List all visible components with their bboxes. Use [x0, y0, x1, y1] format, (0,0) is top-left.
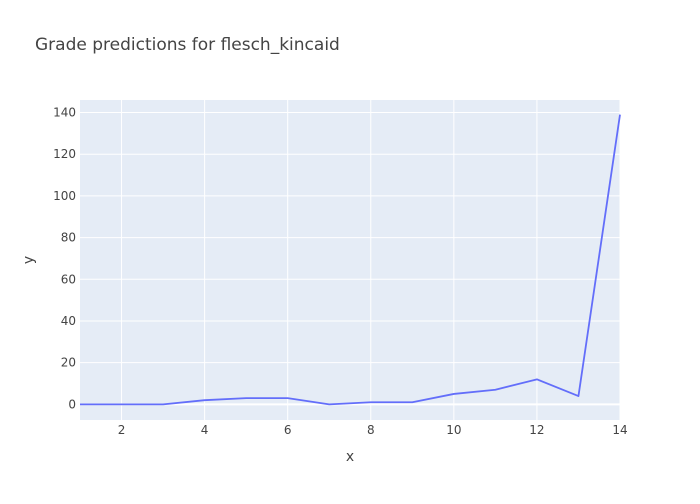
x-tick-label: 4	[201, 423, 209, 437]
data-point[interactable]	[451, 391, 457, 397]
data-point[interactable]	[492, 387, 498, 393]
y-tick-label: 60	[61, 272, 76, 286]
data-point[interactable]	[243, 395, 249, 401]
chart-title: Grade predictions for flesch_kincaid	[35, 35, 340, 55]
data-point[interactable]	[202, 397, 208, 403]
y-axis-label: y	[21, 256, 37, 264]
data-point[interactable]	[575, 393, 581, 399]
series-layer	[77, 112, 623, 407]
y-tick-label: 0	[68, 397, 76, 411]
y-tick-label: 120	[53, 147, 76, 161]
grid-lines	[80, 100, 621, 420]
data-point[interactable]	[77, 401, 83, 407]
y-tick-label: 80	[61, 231, 76, 245]
y-tick-label: 100	[53, 189, 76, 203]
series-line	[80, 114, 621, 406]
data-point[interactable]	[285, 395, 291, 401]
y-tick-label: 20	[61, 356, 76, 370]
x-tick-label: 10	[446, 423, 461, 437]
x-tick-label: 8	[367, 423, 375, 437]
y-tick-label: 140	[53, 106, 76, 120]
x-axis-label: x	[346, 449, 354, 465]
data-point[interactable]	[119, 401, 125, 407]
data-point[interactable]	[326, 401, 332, 407]
data-point[interactable]	[368, 399, 374, 405]
x-tick-label: 6	[284, 423, 292, 437]
plot-area	[80, 100, 620, 420]
data-point[interactable]	[534, 376, 540, 382]
data-point[interactable]	[160, 401, 166, 407]
x-tick-label: 14	[612, 423, 627, 437]
x-tick-label: 2	[118, 423, 126, 437]
data-point[interactable]	[409, 399, 415, 405]
x-tick-label: 12	[529, 423, 544, 437]
data-point[interactable]	[617, 112, 623, 118]
y-tick-label: 40	[61, 314, 76, 328]
